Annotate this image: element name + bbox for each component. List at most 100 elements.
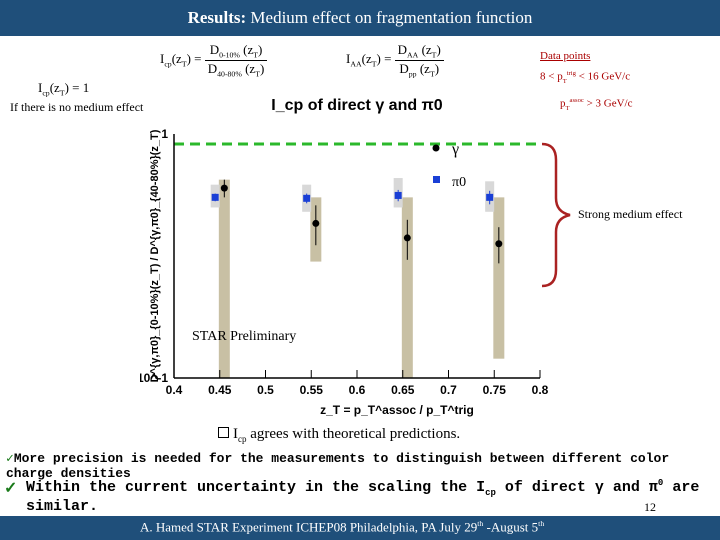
x-axis-label: z_T = p_T^assoc / p_T^trig xyxy=(320,403,474,417)
range-varsub: T xyxy=(562,77,567,85)
y-tick-label-top: 1 xyxy=(161,127,168,141)
icp-argend: ) = xyxy=(186,51,202,67)
icp-num-argsub: T xyxy=(253,50,258,60)
data-points-label: Data points xyxy=(540,50,591,62)
assoc-varsub: T xyxy=(565,104,570,112)
icp-den-end: ) xyxy=(259,60,265,76)
point-pi0-0 xyxy=(211,193,219,201)
legend-gamma-label: γ xyxy=(451,141,459,158)
legend-pi0-label: π0 xyxy=(452,175,466,190)
bullet-agrees: Icp agrees with theoretical predictions. xyxy=(218,426,460,444)
iaa-arg: (z xyxy=(361,51,372,67)
x-tick-label-5: 0.65 xyxy=(391,383,415,397)
x-tick-label-2: 0.5 xyxy=(257,383,274,397)
b4-pre: Within the current uncertainty in the sc… xyxy=(26,479,486,496)
b1-pre: I xyxy=(233,426,238,442)
iaa-num-end: ) xyxy=(436,42,441,57)
sys-band-0-2 xyxy=(401,197,413,378)
point-pi0-1 xyxy=(303,194,311,202)
iaa-argsub: T xyxy=(371,59,377,69)
x-tick-label-1: 0.45 xyxy=(208,383,232,397)
icp-num-arg: (z xyxy=(243,42,254,57)
assoc-hi: > 3 GeV/c xyxy=(586,97,633,110)
check-icon-2: ✓ xyxy=(4,480,18,497)
x-tick-label-4: 0.6 xyxy=(349,383,366,397)
b1-sub: cp xyxy=(238,434,247,444)
x-tick-label-0: 0.4 xyxy=(166,383,183,397)
icp-one-end: ) = 1 xyxy=(64,80,90,95)
icp-num-sub: 0-10% xyxy=(219,50,240,60)
icp-den-arg: (z xyxy=(245,60,256,76)
square-bullet-icon xyxy=(218,427,229,438)
icp-argsub: T xyxy=(181,59,187,69)
icp-one-argsub: T xyxy=(59,88,65,98)
point-gamma-0 xyxy=(220,184,228,192)
iaa-num-arg: (z xyxy=(421,42,432,57)
icp-arg: (z xyxy=(171,51,182,67)
range-hi: < 16 GeV/c xyxy=(578,70,631,83)
footer-text: A. Hamed STAR Experiment ICHEP08 Philade… xyxy=(140,519,544,535)
icp-one-sub: cp xyxy=(42,88,50,98)
title-bold: Results: xyxy=(187,8,247,27)
icp-sub: cp xyxy=(164,59,172,69)
b1-rest: agrees with theoretical predictions. xyxy=(246,426,461,442)
legend-gamma-marker xyxy=(432,144,440,152)
range-varsup: trig xyxy=(566,70,576,77)
legend-pi0-marker xyxy=(433,176,440,183)
star-preliminary-label: STAR Preliminary xyxy=(192,329,296,344)
bullet-within: Within the current uncertainty in the sc… xyxy=(26,478,720,515)
b4-mid: of direct γ and π xyxy=(495,479,658,496)
range-var: p xyxy=(557,70,563,83)
icp-equals-one: Icp(zT) = 1 xyxy=(38,80,89,98)
check-icon: ✓ xyxy=(6,451,14,466)
y-axis-label: D^{γ,π0}_{0-10%}(z_T) / D^{γ,π0}_{40-80%… xyxy=(149,129,161,382)
footer-sup1: th xyxy=(477,519,484,528)
icp-chart: I_cp of direct γ and π0 0.4 0.45 0.5 0.55 0.6… xyxy=(140,97,549,417)
iaa-num-sub: AA xyxy=(407,50,419,60)
assoc-varsup: assoc xyxy=(569,97,584,104)
iaa-lhs: I xyxy=(346,51,351,67)
title-bar xyxy=(0,0,720,36)
iaa-num-main: D xyxy=(397,42,408,57)
icp-lhs: I xyxy=(160,51,165,67)
x-tick-label-3: 0.55 xyxy=(300,383,324,397)
footer-pre: A. Hamed STAR Experiment ICHEP08 Philade… xyxy=(140,519,478,535)
b4-end: are similar. xyxy=(26,479,700,515)
b4-sup: 0 xyxy=(657,478,664,488)
point-pi0-2 xyxy=(394,191,402,199)
chart-title: I_cp of direct γ and π0 xyxy=(271,97,443,114)
footer-bar xyxy=(0,516,720,540)
iaa-den-end: ) xyxy=(434,60,440,76)
iaa-argend: ) = xyxy=(376,51,392,67)
iaa-fraction: DAA (zT) Dpp (zT) xyxy=(394,42,444,79)
icp-equation: Icp(zT) = D0-10% (zT) D40-80% (zT) xyxy=(160,42,268,79)
iaa-equation: IAA(zT) = DAA (zT) Dpp (zT) xyxy=(346,42,444,78)
b4-sub: cp xyxy=(485,488,496,498)
sys-band-0-0 xyxy=(218,179,230,378)
point-gamma-3 xyxy=(495,240,503,248)
footer-mid: -August 5 xyxy=(483,519,539,535)
iaa-sub: AA xyxy=(350,59,362,69)
icp-one-lhs: I xyxy=(38,80,43,95)
iaa-den-arg: (z xyxy=(419,60,430,76)
icp-den-argsub: T xyxy=(255,69,260,79)
icp-one-arg: (z xyxy=(49,80,60,95)
y-tick-label-bottom: 10^-1 xyxy=(140,371,168,385)
point-gamma-2 xyxy=(403,234,411,242)
point-pi0-3 xyxy=(486,193,494,201)
b2-text: More precision is needed for the measure… xyxy=(13,451,670,466)
icp-num-end: ) xyxy=(258,42,263,57)
slide-title: Results: Medium effect on fragmentation … xyxy=(0,8,720,28)
icp-num-main: D xyxy=(209,42,220,57)
x-tick-label-8: 0.8 xyxy=(532,383,549,397)
iaa-den-argsub: T xyxy=(429,69,435,79)
no-medium-note: If there is no medium effect xyxy=(10,100,144,114)
icp-den-main: D xyxy=(207,60,218,76)
sys-band-0-3 xyxy=(493,197,505,359)
icp-fraction: D0-10% (zT) D40-80% (zT) xyxy=(204,42,268,79)
iaa-den-main: D xyxy=(399,60,409,76)
x-tick-label-7: 0.75 xyxy=(483,383,507,397)
range-lo: 8 < xyxy=(540,70,555,83)
iaa-num-argsub: T xyxy=(431,50,437,60)
point-gamma-1 xyxy=(312,219,320,227)
